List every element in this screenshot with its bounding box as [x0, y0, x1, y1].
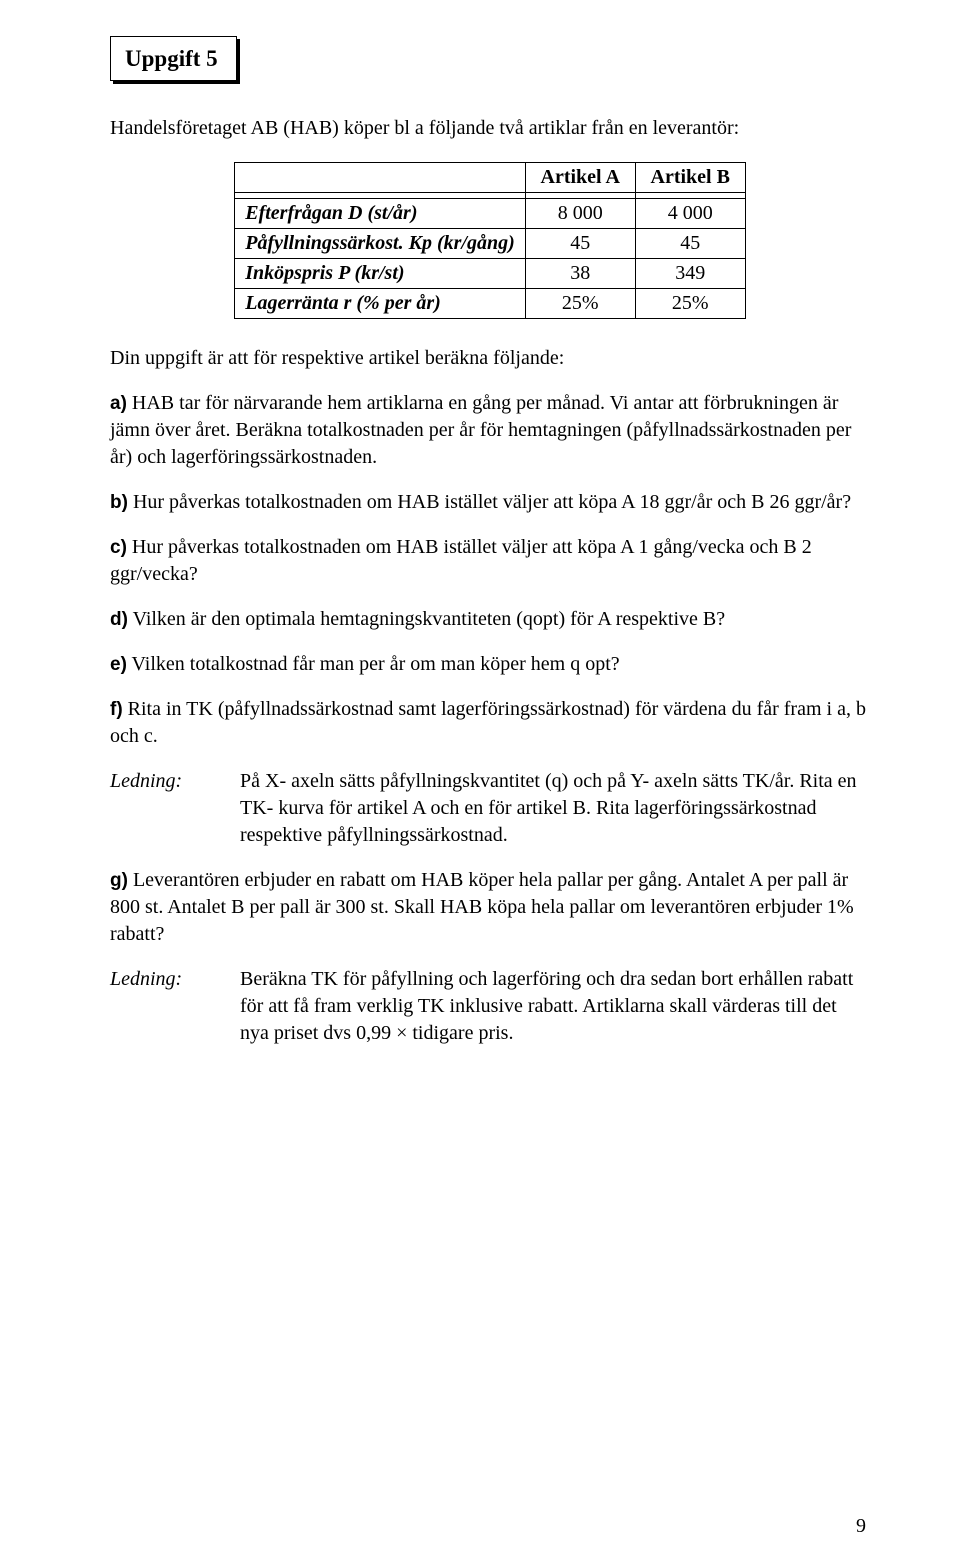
- task-title-box: Uppgift 5: [110, 36, 237, 81]
- row-label: Efterfrågan D (st/år): [235, 199, 525, 229]
- item-text-g: Leverantören erbjuder en rabatt om HAB k…: [110, 869, 854, 945]
- item-e: e) Vilken totalkostnad får man per år om…: [110, 651, 870, 678]
- ledning-1: Ledning: På X- axeln sätts påfyllningskv…: [110, 768, 870, 849]
- ledning-label: Ledning:: [110, 768, 240, 795]
- table-row: Efterfrågan D (st/år) 8 000 4 000: [235, 199, 745, 229]
- row-value-b: 349: [635, 259, 745, 289]
- item-f: f) Rita in TK (påfyllnadssärkostnad samt…: [110, 696, 870, 750]
- page-number: 9: [856, 1513, 866, 1540]
- item-label-g: g): [110, 870, 128, 891]
- item-label-a: a): [110, 393, 127, 414]
- ledning-label: Ledning:: [110, 966, 240, 993]
- table-row: Lagerränta r (% per år) 25% 25%: [235, 289, 745, 319]
- item-label-e: e): [110, 654, 127, 675]
- item-text-c: Hur påverkas totalkostnaden om HAB istäl…: [110, 536, 812, 585]
- ledning-text-2: Beräkna TK för påfyllning och lagerförin…: [240, 966, 870, 1047]
- table-header-row: Artikel A Artikel B: [235, 163, 745, 193]
- follow-paragraph: Din uppgift är att för respektive artike…: [110, 345, 870, 372]
- row-value-a: 38: [525, 259, 635, 289]
- item-b: b) Hur påverkas totalkostnaden om HAB is…: [110, 489, 870, 516]
- row-value-a: 25%: [525, 289, 635, 319]
- row-label: Lagerränta r (% per år): [235, 289, 525, 319]
- item-g: g) Leverantören erbjuder en rabatt om HA…: [110, 867, 870, 948]
- ledning-2: Ledning: Beräkna TK för påfyllning och l…: [110, 966, 870, 1047]
- table-row: Påfyllningssärkost. Kp (kr/gång) 45 45: [235, 229, 745, 259]
- item-label-c: c): [110, 537, 127, 558]
- table-row: Inköpspris P (kr/st) 38 349: [235, 259, 745, 289]
- item-a: a) HAB tar för närvarande hem artiklarna…: [110, 390, 870, 471]
- task-title: Uppgift 5: [125, 46, 218, 71]
- header-empty: [235, 163, 525, 193]
- item-label-b: b): [110, 492, 128, 513]
- item-label-d: d): [110, 609, 128, 630]
- ledning-text-1: På X- axeln sätts påfyllningskvantitet (…: [240, 768, 870, 849]
- row-value-a: 8 000: [525, 199, 635, 229]
- item-text-e: Vilken totalkostnad får man per år om ma…: [127, 653, 620, 675]
- item-label-f: f): [110, 699, 123, 720]
- header-artikel-b: Artikel B: [635, 163, 745, 193]
- item-text-a: HAB tar för närvarande hem artiklarna en…: [110, 392, 851, 468]
- item-text-d: Vilken är den optimala hemtagningskvanti…: [128, 608, 725, 630]
- article-table: Artikel A Artikel B Efterfrågan D (st/år…: [234, 162, 745, 319]
- row-label: Inköpspris P (kr/st): [235, 259, 525, 289]
- intro-paragraph: Handelsföretaget AB (HAB) köper bl a föl…: [110, 115, 870, 142]
- header-artikel-a: Artikel A: [525, 163, 635, 193]
- row-value-a: 45: [525, 229, 635, 259]
- row-value-b: 25%: [635, 289, 745, 319]
- item-d: d) Vilken är den optimala hemtagningskva…: [110, 606, 870, 633]
- row-value-b: 45: [635, 229, 745, 259]
- row-value-b: 4 000: [635, 199, 745, 229]
- item-c: c) Hur påverkas totalkostnaden om HAB is…: [110, 534, 870, 588]
- row-label: Påfyllningssärkost. Kp (kr/gång): [235, 229, 525, 259]
- item-text-b: Hur påverkas totalkostnaden om HAB istäl…: [128, 491, 851, 513]
- item-text-f: Rita in TK (påfyllnadssärkostnad samt la…: [110, 698, 866, 747]
